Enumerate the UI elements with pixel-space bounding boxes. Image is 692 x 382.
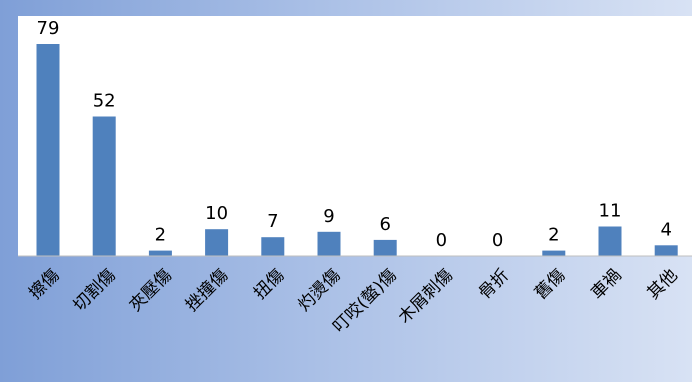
category-label-7: 木屑刺傷 [395,265,457,327]
category-label-10: 車禍 [587,265,625,303]
value-label-9: 2 [548,225,559,246]
value-label-3: 10 [205,203,228,224]
category-label-4: 扭傷 [250,265,288,303]
category-label-3: 挫撞傷 [182,265,232,315]
bar-0 [36,44,60,256]
category-label-2: 夾壓傷 [126,265,176,315]
bar-1 [92,116,116,256]
category-label-11: 其他 [644,265,682,303]
bar-10 [598,226,622,256]
category-label-8: 骨折 [475,265,513,303]
category-label-1: 切割傷 [70,265,120,315]
value-label-7: 0 [436,230,447,251]
value-label-4: 7 [267,211,278,232]
bar-9 [542,250,566,256]
plot-area [18,16,692,256]
value-label-8: 0 [492,230,503,251]
category-label-0: 擦傷 [25,265,63,303]
value-label-1: 52 [93,91,116,112]
value-label-10: 11 [599,201,622,222]
bar-11 [654,245,678,256]
bar-3 [205,229,229,256]
bar-5 [317,231,341,256]
category-label-5: 灼燙傷 [294,265,344,315]
bars-group [36,44,678,256]
bar-2 [148,250,172,256]
value-label-6: 6 [379,214,390,235]
value-label-11: 4 [660,219,671,240]
bar-6 [373,239,397,256]
bar-4 [261,237,285,256]
category-label-9: 舊傷 [531,265,569,303]
value-label-2: 2 [155,225,166,246]
value-label-0: 79 [37,18,60,39]
value-label-5: 9 [323,206,334,227]
